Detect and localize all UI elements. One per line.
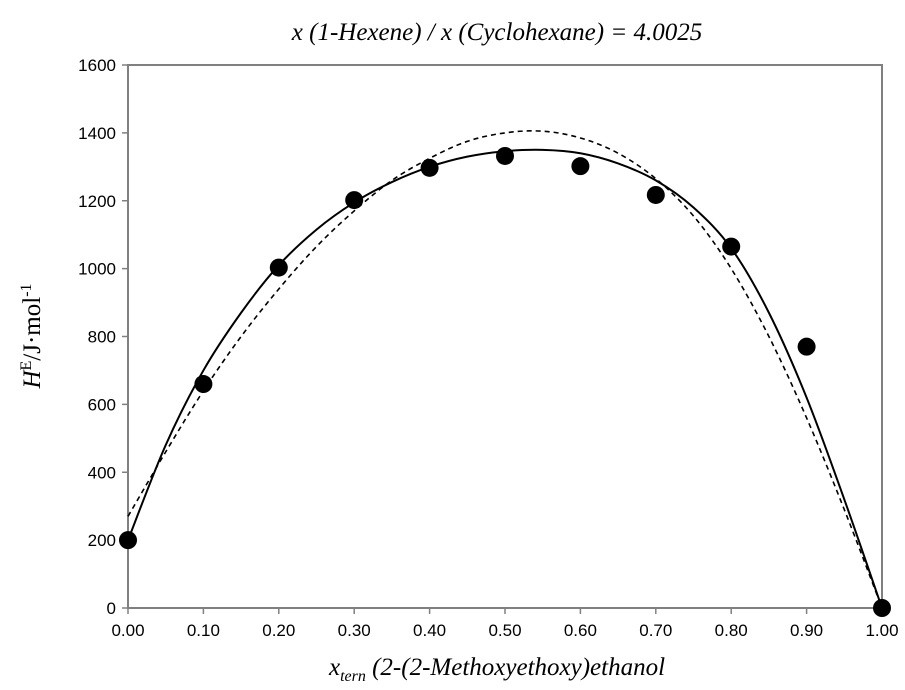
x-tick-label: 1.00 xyxy=(865,621,898,640)
y-axis-title-unit: /J·mol xyxy=(19,297,46,361)
data-point xyxy=(571,157,590,176)
data-point xyxy=(496,146,514,165)
solid-fit-line xyxy=(127,148,883,609)
x-axis-title-text: (2-(2-Methoxyethoxy)ethanol xyxy=(366,654,665,681)
x-tick-label: 0.60 xyxy=(564,621,597,640)
x-tick-label: 0.70 xyxy=(639,621,672,640)
x-tick-label: 0.20 xyxy=(262,621,295,640)
x-tick-label: 0.90 xyxy=(790,621,823,640)
y-tick-label: 600 xyxy=(88,395,116,414)
data-point xyxy=(722,237,741,256)
y-axis-title-sup2: -1 xyxy=(18,283,35,296)
data-point xyxy=(119,531,137,550)
y-tick-label: 1600 xyxy=(78,56,116,75)
data-point xyxy=(269,258,288,277)
x-tick-label: 0.40 xyxy=(413,621,446,640)
data-point xyxy=(797,337,816,356)
series-lines xyxy=(127,130,883,609)
y-axis-title-sup1: E xyxy=(18,361,35,371)
data-point xyxy=(873,599,891,617)
x-axis-title: xtern (2-(2-Methoxyethoxy)ethanol xyxy=(328,654,665,685)
x-axis: 0.00 0.10 0.20 0.30 0.40 0.50 0.60 0.70 0.80 0.90… xyxy=(111,608,899,640)
y-tick-label: 0 xyxy=(107,599,116,618)
y-axis: 0 200 400 600 800 1000 1200 1400 1600 xyxy=(78,56,128,618)
y-tick-label: 800 xyxy=(88,328,116,347)
y-tick-label: 1200 xyxy=(78,192,116,211)
x-tick-label: 0.80 xyxy=(715,621,748,640)
dashed-fit-line xyxy=(127,130,883,609)
data-points xyxy=(119,146,891,617)
x-tick-label: 0.00 xyxy=(111,621,144,640)
x-tick-label: 0.10 xyxy=(187,621,220,640)
x-axis-title-var: x xyxy=(328,654,340,681)
y-tick-label: 1400 xyxy=(78,124,116,143)
y-tick-label: 200 xyxy=(88,531,116,550)
data-point xyxy=(646,185,665,204)
x-tick-label: 0.50 xyxy=(488,621,521,640)
data-point xyxy=(194,375,213,394)
data-point xyxy=(420,158,439,177)
y-tick-label: 1000 xyxy=(78,260,116,279)
data-point xyxy=(345,191,364,210)
y-axis-title: HE/J·mol-1 xyxy=(18,283,46,389)
chart-title: x (1-Hexene) / x (Cyclohexane) = 4.0025 xyxy=(291,19,702,46)
y-tick-label: 400 xyxy=(88,463,116,482)
x-axis-title-sub: tern xyxy=(340,668,366,685)
x-tick-label: 0.30 xyxy=(338,621,371,640)
y-axis-title-var: H xyxy=(19,369,46,390)
